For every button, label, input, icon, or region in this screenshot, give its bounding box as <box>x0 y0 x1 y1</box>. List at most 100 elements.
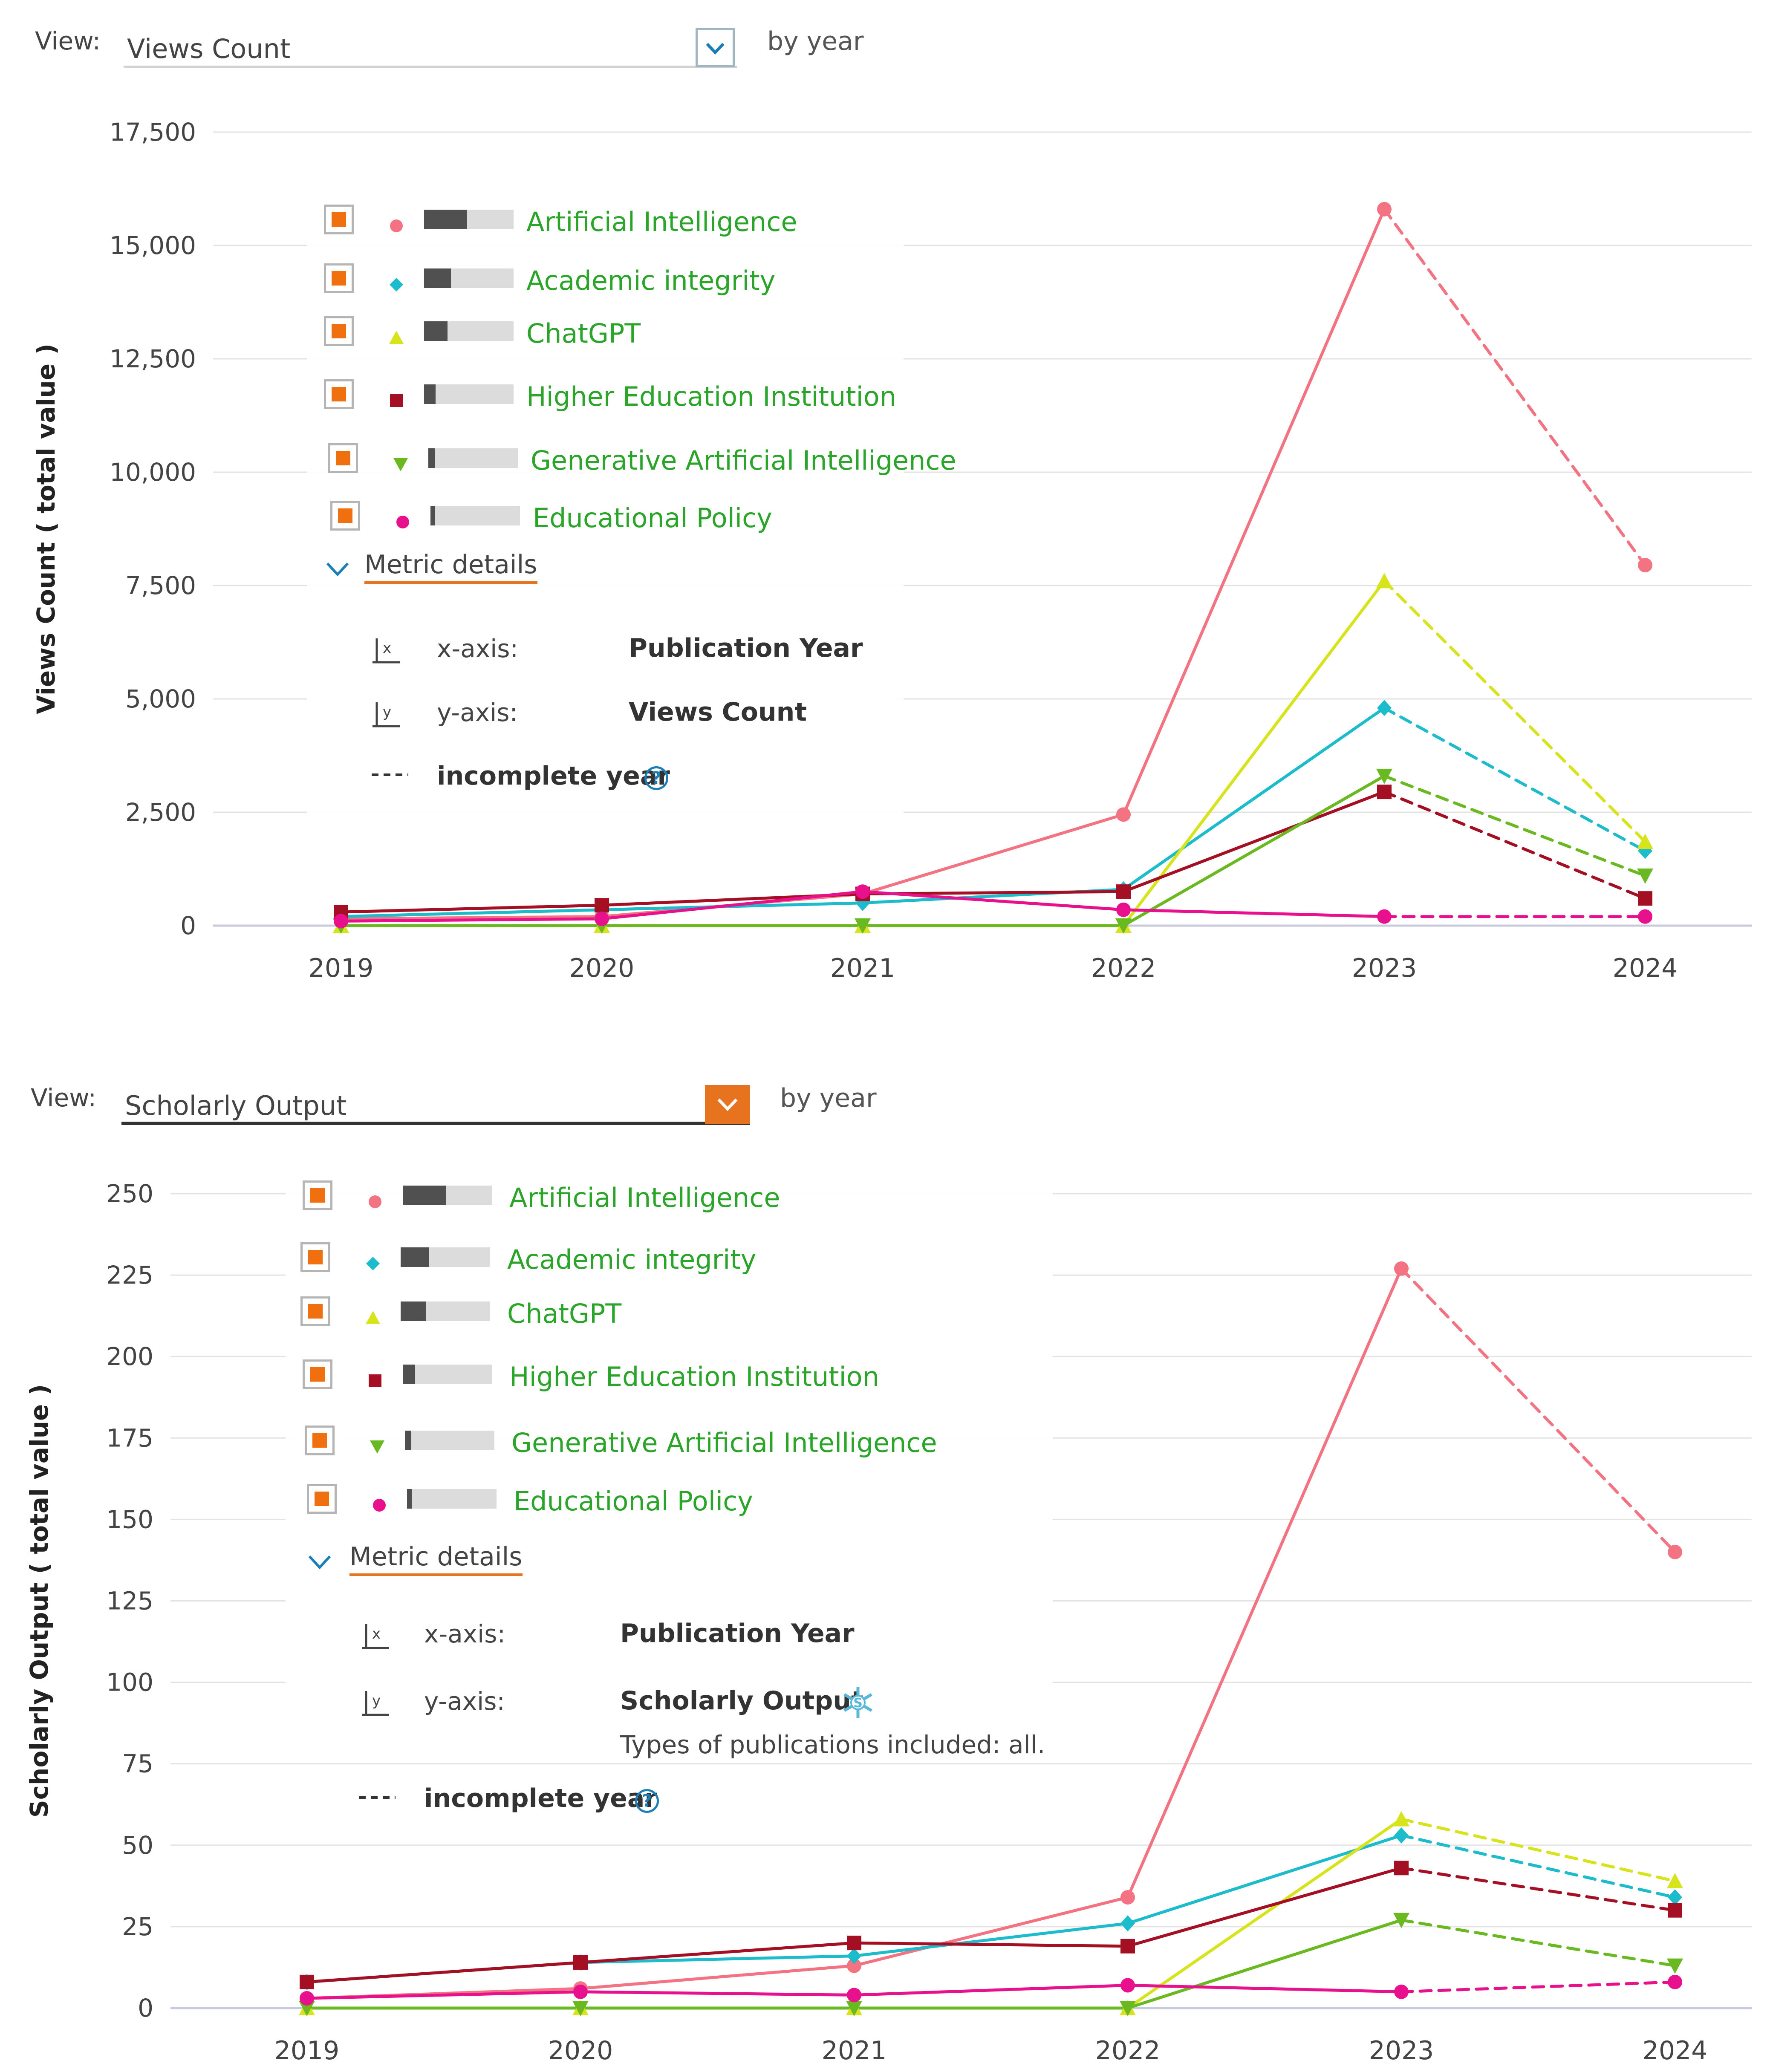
series-line-artificial-intelligence <box>1122 208 1386 816</box>
data-point-academic-integrity[interactable] <box>847 1948 861 1964</box>
y-tick-label: 10,000 <box>110 458 196 487</box>
data-point-higher-education-institution[interactable] <box>1116 884 1131 899</box>
triangle-down-icon <box>393 458 408 471</box>
data-point-generative-artificial-intelligence[interactable] <box>1376 768 1392 784</box>
data-point-generative-artificial-intelligence[interactable] <box>299 2001 315 2016</box>
legend-checkbox[interactable] <box>330 501 360 531</box>
data-point-artificial-intelligence[interactable] <box>1638 558 1652 573</box>
data-point-higher-education-institution[interactable] <box>573 1955 588 1970</box>
y-tick-label: 5,000 <box>125 684 196 713</box>
data-point-higher-education-institution[interactable] <box>847 1936 861 1951</box>
data-point-academic-integrity[interactable] <box>1120 1915 1135 1932</box>
legend-checkbox[interactable] <box>324 379 354 409</box>
legend-checkbox[interactable] <box>303 1180 332 1210</box>
incomplete-year-label: incomplete year <box>424 1783 657 1813</box>
data-point-educational-policy[interactable] <box>1116 902 1131 917</box>
legend-checkbox[interactable] <box>305 1426 335 1455</box>
x-tick-label: 2024 <box>1613 953 1678 983</box>
data-point-academic-integrity[interactable] <box>1394 1827 1409 1844</box>
data-point-educational-policy[interactable] <box>1377 909 1392 924</box>
data-point-higher-education-institution[interactable] <box>1120 1939 1135 1954</box>
legend-panel: Artificial Intelligence Academic integri… <box>286 1180 1053 1813</box>
metric-select[interactable]: Views Count <box>124 21 737 68</box>
y-tick-label: 175 <box>106 1423 153 1452</box>
y-tick-label: 225 <box>106 1261 153 1290</box>
legend-share-bar <box>403 1365 492 1384</box>
data-point-generative-artificial-intelligence[interactable] <box>855 918 871 934</box>
chevron-down-icon[interactable] <box>306 1551 333 1573</box>
series-line-generative-artificial-intelligence <box>1122 774 1386 927</box>
data-point-chatgpt[interactable] <box>1393 1811 1409 1827</box>
snowflake-icon[interactable]: S <box>840 1684 876 1721</box>
y-tick-label: 0 <box>180 911 196 940</box>
data-point-educational-policy[interactable] <box>855 884 870 899</box>
data-point-educational-policy[interactable] <box>1668 1974 1682 1989</box>
data-point-higher-education-institution[interactable] <box>1394 1861 1409 1876</box>
legend-checkbox[interactable] <box>303 1359 332 1389</box>
data-point-academic-integrity[interactable] <box>1668 1889 1682 1906</box>
legend-checkbox[interactable] <box>324 205 354 234</box>
data-point-generative-artificial-intelligence[interactable] <box>1667 1958 1683 1974</box>
x-axis-icon: x <box>373 638 400 664</box>
help-icon[interactable]: ? <box>635 1789 659 1813</box>
data-point-chatgpt[interactable] <box>1667 1873 1683 1888</box>
y-tick-label: 15,000 <box>110 231 196 260</box>
metric-select[interactable]: Scholarly Output <box>121 1078 750 1125</box>
chevron-down-icon <box>717 1098 738 1111</box>
help-icon[interactable]: ? <box>644 766 668 790</box>
data-point-educational-policy[interactable] <box>595 912 609 926</box>
data-point-generative-artificial-intelligence[interactable] <box>1115 918 1132 934</box>
legend-label: Higher Education Institution <box>509 1361 879 1392</box>
legend-panel: Artificial Intelligence Academic integri… <box>307 188 956 827</box>
legend-checkbox[interactable] <box>324 263 354 293</box>
legend-checkbox[interactable] <box>300 1242 330 1272</box>
data-point-artificial-intelligence[interactable] <box>1116 807 1131 822</box>
data-point-academic-integrity[interactable] <box>1377 700 1392 716</box>
data-point-higher-education-institution[interactable] <box>1638 891 1652 906</box>
legend-checkbox[interactable] <box>328 443 358 473</box>
dropdown-toggle-button[interactable] <box>705 1085 750 1124</box>
data-point-educational-policy[interactable] <box>573 1984 588 1999</box>
data-point-generative-artificial-intelligence[interactable] <box>572 2001 589 2016</box>
legend-checkbox[interactable] <box>307 1484 337 1514</box>
data-point-educational-policy[interactable] <box>1394 1984 1409 1999</box>
metric-details-toggle[interactable]: Metric details <box>349 1542 523 1576</box>
data-point-artificial-intelligence[interactable] <box>1377 202 1392 216</box>
series-line-higher-education-institution <box>1122 790 1386 893</box>
series-line-higher-education-institution <box>579 1941 856 1964</box>
data-point-chatgpt[interactable] <box>1376 573 1392 589</box>
series-line-educational-policy <box>1400 1980 1677 1994</box>
data-point-educational-policy[interactable] <box>1120 1978 1135 1993</box>
dropdown-toggle-button[interactable] <box>696 28 735 67</box>
y-tick-label: 7,500 <box>125 571 196 600</box>
dashed-line-icon <box>372 773 408 776</box>
data-point-generative-artificial-intelligence[interactable] <box>1393 1913 1409 1928</box>
legend-share-bar <box>424 384 514 404</box>
data-point-educational-policy[interactable] <box>334 914 348 929</box>
data-point-higher-education-institution[interactable] <box>300 1974 314 1989</box>
x-tick-label: 2020 <box>548 2036 613 2066</box>
metric-details-toggle[interactable]: Metric details <box>364 550 537 584</box>
legend-checkbox[interactable] <box>324 316 354 346</box>
data-point-chatgpt[interactable] <box>1637 834 1653 849</box>
data-point-educational-policy[interactable] <box>1638 909 1652 924</box>
data-point-artificial-intelligence[interactable] <box>1668 1544 1682 1559</box>
data-point-artificial-intelligence[interactable] <box>1120 1890 1135 1905</box>
data-point-higher-education-institution[interactable] <box>595 898 609 913</box>
y-tick-label: 12,500 <box>110 344 196 373</box>
data-point-educational-policy[interactable] <box>300 1991 314 2006</box>
data-point-higher-education-institution[interactable] <box>1377 785 1392 799</box>
data-point-artificial-intelligence[interactable] <box>1394 1261 1409 1276</box>
data-point-generative-artificial-intelligence[interactable] <box>846 2001 862 2016</box>
legend-checkbox[interactable] <box>300 1296 330 1326</box>
data-point-artificial-intelligence[interactable] <box>847 1958 861 1973</box>
data-point-generative-artificial-intelligence[interactable] <box>1120 2001 1136 2016</box>
legend-share-bar <box>424 321 514 341</box>
legend-label: Educational Policy <box>514 1486 753 1517</box>
data-point-educational-policy[interactable] <box>847 1988 861 2003</box>
data-point-generative-artificial-intelligence[interactable] <box>1637 868 1653 884</box>
data-point-higher-education-institution[interactable] <box>1668 1903 1682 1918</box>
circle-icon <box>396 516 409 528</box>
chevron-down-icon[interactable] <box>324 558 351 580</box>
series-line-artificial-intelligence <box>1126 1267 1403 1899</box>
